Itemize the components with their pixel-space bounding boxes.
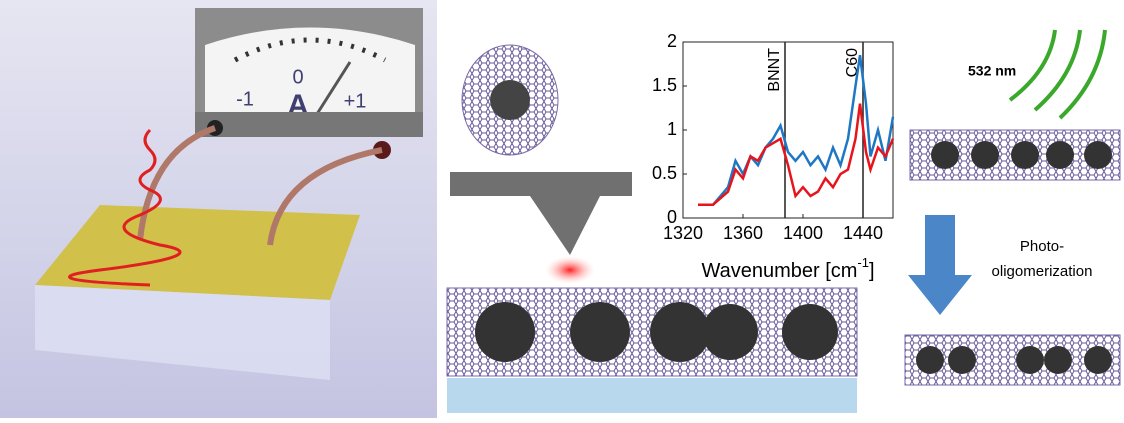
substrate xyxy=(447,378,857,413)
wire xyxy=(267,147,383,246)
device-top xyxy=(35,205,360,300)
process-label: Photo- xyxy=(1020,238,1064,255)
y-tick-label: 1 xyxy=(667,119,677,139)
wavelength-label: 532 nm xyxy=(968,63,1016,79)
y-tick-label: 0 xyxy=(667,207,677,227)
y-tick-label: 2 xyxy=(667,31,677,51)
wire xyxy=(137,125,216,241)
y-tick-label: 1.5 xyxy=(652,75,677,95)
fullerene xyxy=(490,80,530,120)
meter-label: +1 xyxy=(344,90,367,112)
x-axis-label: Wavenumber [cm-1] xyxy=(701,255,874,282)
x-tick-label: 1320 xyxy=(663,223,703,243)
fullerenes xyxy=(931,141,1112,169)
reference-label: BNNT xyxy=(766,48,783,92)
x-tick-label: 1360 xyxy=(723,223,763,243)
process-label: oligomerization xyxy=(992,263,1093,280)
light-pulse xyxy=(68,128,182,287)
afm-tip xyxy=(450,172,632,255)
meter-base xyxy=(195,112,423,137)
fullerenes xyxy=(916,346,1112,374)
y-tick-label: 0.5 xyxy=(652,163,677,183)
process-arrow xyxy=(908,215,972,315)
x-label-end: ] xyxy=(869,260,875,282)
meter-label: -1 xyxy=(236,88,254,110)
x-label-text: Wavenumber [cm xyxy=(701,260,857,282)
meter-dial xyxy=(205,27,415,125)
device-body xyxy=(35,285,330,380)
fullerenes xyxy=(475,302,838,362)
meter-label: 0 xyxy=(292,66,303,88)
x-tick-label: 1400 xyxy=(783,223,823,243)
x-tick-label: 1440 xyxy=(843,223,883,243)
tip-glow xyxy=(545,256,595,284)
series-line xyxy=(698,103,895,207)
light-arrows xyxy=(1008,29,1107,120)
x-label-sup: -1 xyxy=(857,255,869,270)
